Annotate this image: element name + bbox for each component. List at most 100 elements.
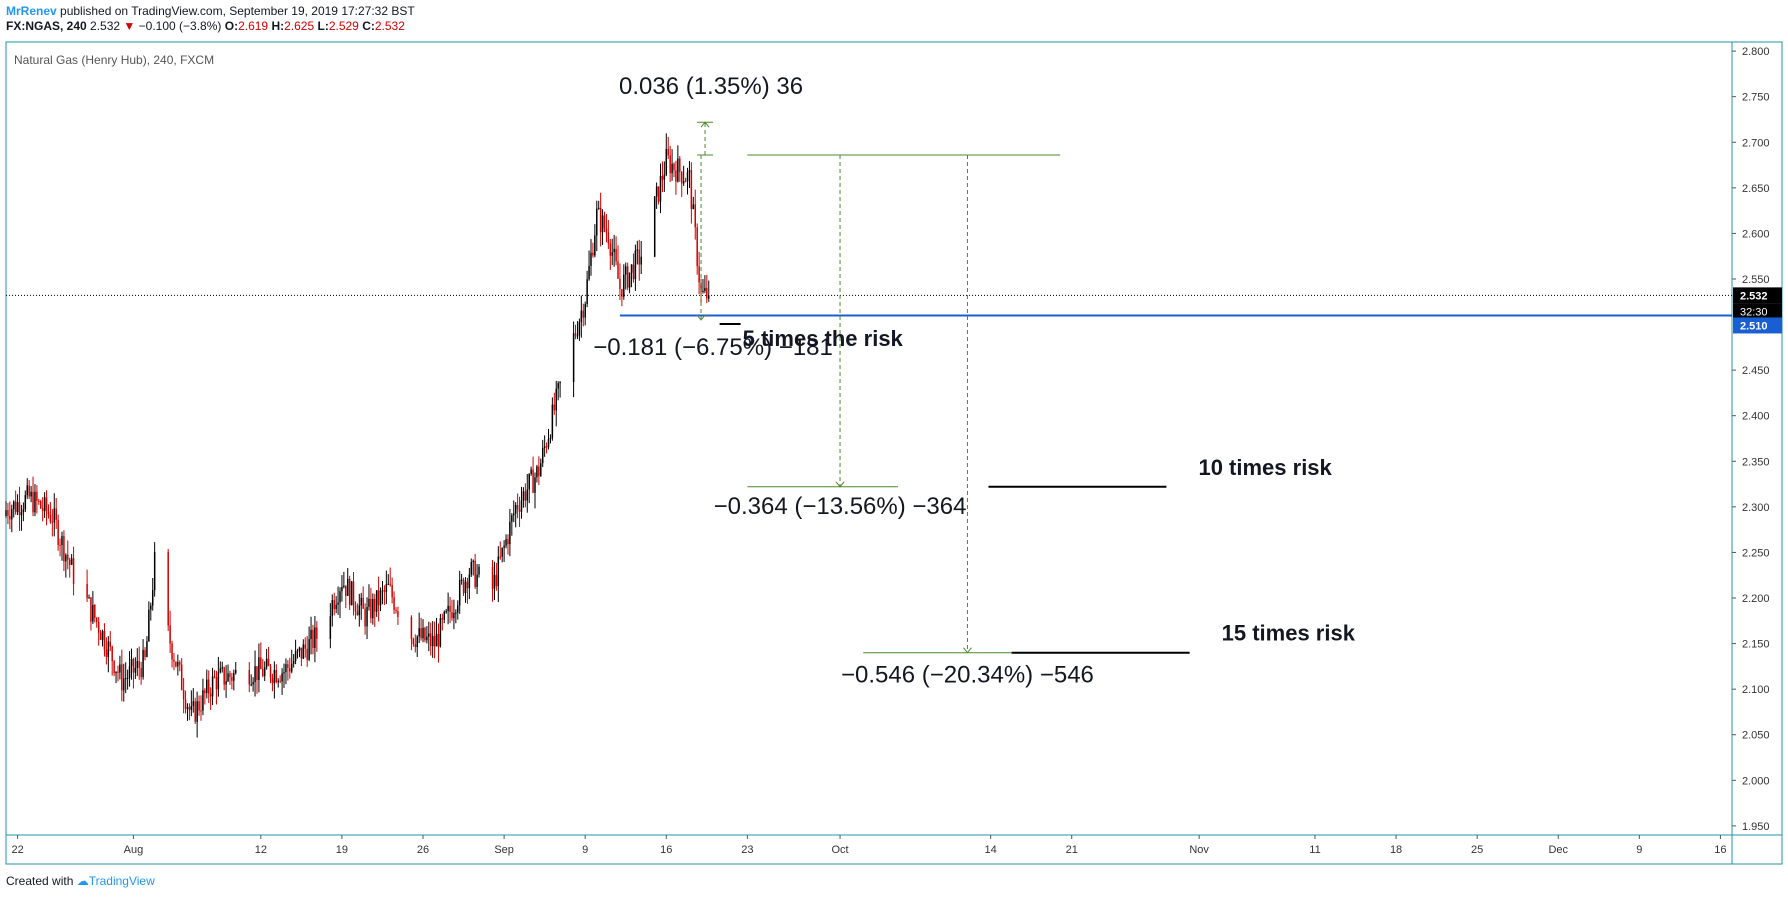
candle-body: [314, 627, 316, 648]
candle: [426, 626, 428, 644]
candle: [101, 629, 104, 647]
candle: [366, 597, 368, 640]
candle-body: [296, 650, 299, 652]
candle-body: [708, 295, 710, 299]
time-tick-label: 9: [582, 844, 588, 856]
candle-body: [38, 501, 40, 503]
candle-body: [105, 649, 108, 658]
candle: [530, 466, 532, 476]
candle: [584, 301, 586, 326]
candle-body: [368, 598, 370, 607]
candle: [144, 647, 146, 661]
candle-body: [621, 289, 623, 297]
candle-body: [138, 661, 140, 668]
candle: [271, 673, 274, 692]
candle: [213, 670, 216, 679]
price-tick-label: 2.250: [1742, 547, 1770, 559]
candle: [123, 663, 125, 702]
time-tick-label: 16: [660, 844, 672, 856]
candle: [414, 634, 417, 653]
candle: [518, 496, 521, 527]
candle-body: [211, 676, 214, 697]
candle: [67, 540, 69, 570]
time-tick-label: Oct: [831, 844, 848, 856]
candle-body: [142, 649, 144, 678]
candle: [393, 591, 395, 615]
candle-body: [429, 633, 432, 647]
candle-body: [636, 249, 639, 251]
candle: [200, 695, 202, 721]
candle-body: [630, 264, 633, 273]
chart-frame: [5, 41, 1783, 865]
candle-body: [343, 585, 345, 587]
candle: [688, 161, 691, 189]
candle: [453, 599, 455, 630]
candle: [391, 577, 393, 604]
candle-body: [153, 551, 156, 591]
candle-body: [207, 679, 210, 694]
candle: [538, 456, 540, 486]
candle: [424, 626, 426, 643]
candle: [146, 636, 148, 658]
time-axis[interactable]: 22 Aug 12 19 26 Sep 9 16 23 Oct 14 21 Nov 11 18 25 Dec 9 1…: [11, 835, 1727, 856]
candle-body: [634, 250, 637, 280]
candle-body: [234, 670, 237, 674]
candle: [92, 591, 94, 624]
created-with-text: Created with: [6, 874, 74, 888]
candle: [372, 593, 374, 625]
candle: [88, 594, 90, 599]
candle: [231, 673, 233, 690]
candle: [657, 186, 660, 205]
candle-body: [345, 585, 347, 596]
candle-body: [144, 649, 146, 657]
candle-body: [623, 274, 625, 297]
candle-body: [150, 605, 152, 610]
candle: [252, 677, 254, 692]
time-tick-label: Aug: [124, 844, 144, 856]
candle: [111, 645, 113, 676]
author-link[interactable]: MrRenev: [6, 4, 57, 18]
candle: [555, 380, 557, 427]
candle: [684, 177, 687, 183]
candle-body: [680, 172, 683, 184]
candle-body: [94, 604, 96, 618]
candle-body: [180, 664, 183, 690]
candle-body: [9, 515, 11, 520]
candle-body: [653, 196, 656, 257]
candle-body: [385, 584, 388, 592]
candle-body: [470, 561, 473, 575]
price-tick-label: 2.050: [1742, 730, 1770, 742]
candle-body: [462, 579, 465, 594]
price-tick-label: 2.000: [1742, 775, 1770, 787]
price-tick-label: 2.800: [1742, 46, 1770, 58]
candle: [603, 211, 606, 233]
candle-body: [113, 661, 115, 674]
candle: [281, 668, 283, 695]
candle: [292, 654, 295, 668]
candle-body: [287, 664, 289, 668]
candle: [184, 690, 187, 714]
candle-body: [107, 641, 110, 658]
tradingview-logo-icon: ☁: [76, 874, 89, 888]
candle-body: [65, 554, 67, 562]
candle-body: [136, 661, 139, 668]
candle: [374, 593, 376, 627]
candle-body: [414, 644, 417, 648]
candle-body: [626, 266, 629, 288]
candle-body: [513, 513, 515, 516]
candle: [634, 244, 637, 292]
candle: [659, 163, 662, 214]
candle-body: [468, 574, 471, 589]
candle: [590, 239, 592, 276]
candle-body: [617, 261, 619, 279]
price-axis[interactable]: 2.800 2.750 2.700 2.650 2.600 2.550 2.450 2.400…: [1732, 46, 1770, 833]
tradingview-brand[interactable]: TradingView: [88, 874, 155, 888]
candle-body: [424, 627, 426, 641]
candle: [61, 531, 63, 561]
candle: [457, 600, 459, 620]
candle: [632, 253, 635, 283]
candle: [410, 615, 413, 651]
candle-body: [578, 321, 581, 336]
candle-body: [372, 599, 374, 619]
